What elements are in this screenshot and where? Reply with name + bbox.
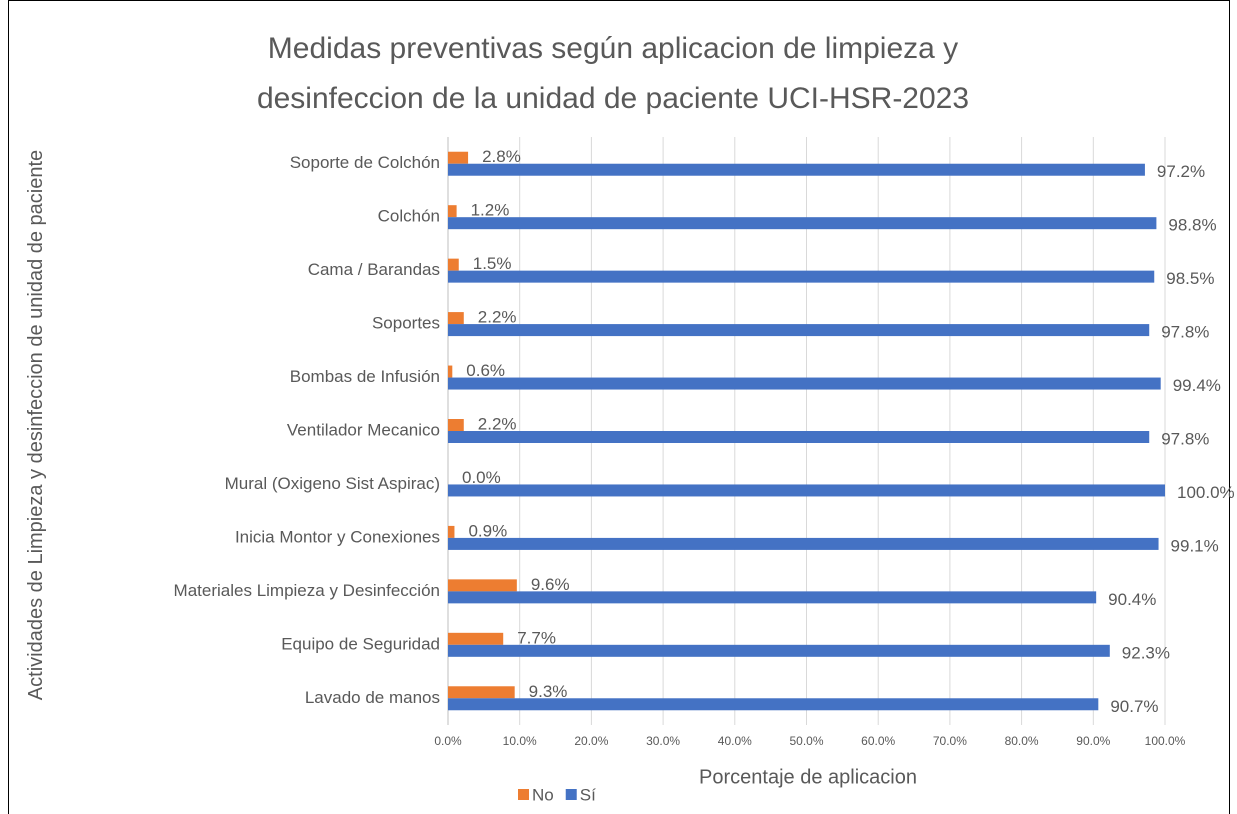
y-tick-label: Equipo de Seguridad (281, 634, 440, 653)
legend-label: Sí (580, 785, 596, 804)
y-tick-label: Inicia Montor y Conexiones (235, 527, 440, 546)
bar (448, 484, 1165, 497)
data-label: 97.8% (1161, 323, 1209, 342)
y-tick-label: Soporte de Colchón (290, 153, 440, 172)
data-label: 2.8% (482, 147, 521, 166)
x-tick-label: 40.0% (718, 734, 752, 748)
bar (448, 537, 1159, 550)
bar (448, 591, 1097, 604)
data-label: 100.0% (1177, 483, 1235, 502)
chart-title: Medidas preventivas según aplicacion de … (257, 32, 969, 115)
legend-label: No (532, 785, 554, 804)
data-label: 9.3% (529, 682, 568, 701)
data-label: 2.2% (478, 414, 517, 433)
data-label: 92.3% (1122, 643, 1170, 662)
x-tick-label: 60.0% (861, 734, 895, 748)
bar (448, 163, 1145, 176)
y-tick-label: Soportes (372, 314, 440, 333)
data-label: 7.7% (517, 628, 556, 647)
x-axis-label: Porcentaje de aplicacion (699, 766, 917, 788)
y-tick-label: Materiales Limpieza y Desinfección (174, 581, 440, 600)
x-tick-label: 0.0% (434, 734, 462, 748)
x-tick-label: 10.0% (503, 734, 537, 748)
bar (448, 632, 504, 645)
bar (448, 579, 517, 592)
bar (448, 377, 1161, 390)
data-label: 2.2% (478, 308, 517, 327)
data-label: 9.6% (531, 575, 570, 594)
chart-border (8, 0, 1230, 814)
x-tick-label: 70.0% (933, 734, 967, 748)
y-tick-label: Bombas de Infusión (290, 367, 440, 386)
bar (448, 205, 457, 218)
y-tick-label: Cama / Barandas (308, 260, 440, 279)
bar (448, 151, 469, 164)
x-tick-label: 90.0% (1076, 734, 1110, 748)
bar (448, 644, 1110, 657)
bar (448, 525, 455, 538)
bar (448, 217, 1157, 230)
y-tick-label: Ventilador Mecanico (287, 420, 440, 439)
y-axis-label: Actividades de Limpieza y desinfeccion d… (25, 149, 47, 701)
data-label: 90.4% (1108, 590, 1156, 609)
data-label: 1.2% (471, 201, 510, 220)
data-label: 1.5% (473, 254, 512, 273)
y-tick-label: Lavado de manos (305, 688, 440, 707)
data-label: 0.9% (468, 521, 507, 540)
bar (448, 258, 459, 271)
legend-swatch (565, 789, 577, 800)
x-tick-label: 30.0% (646, 734, 680, 748)
data-label: 99.1% (1171, 536, 1219, 555)
data-label: 90.7% (1110, 697, 1158, 716)
bar (448, 686, 515, 699)
x-tick-label: 20.0% (574, 734, 608, 748)
bar (448, 419, 464, 431)
data-label: 98.8% (1168, 216, 1216, 235)
data-label: 0.6% (466, 361, 505, 380)
data-label: 97.8% (1161, 429, 1209, 448)
data-label: 97.2% (1157, 162, 1205, 181)
x-tick-label: 50.0% (789, 734, 823, 748)
data-label: 99.4% (1173, 376, 1221, 395)
data-label: 98.5% (1166, 269, 1214, 288)
bar (448, 270, 1155, 283)
x-tick-label: 100.0% (1145, 734, 1186, 748)
x-tick-label: 80.0% (1005, 734, 1039, 748)
data-label: 0.0% (462, 468, 501, 487)
bar (448, 698, 1099, 711)
bar (448, 312, 464, 325)
legend-swatch (518, 789, 529, 800)
bar (448, 324, 1150, 337)
bar (448, 365, 453, 378)
bar (448, 431, 1150, 443)
y-tick-label: Colchón (378, 207, 440, 226)
y-tick-label: Mural (Oxigeno Sist Aspirac) (225, 474, 440, 493)
